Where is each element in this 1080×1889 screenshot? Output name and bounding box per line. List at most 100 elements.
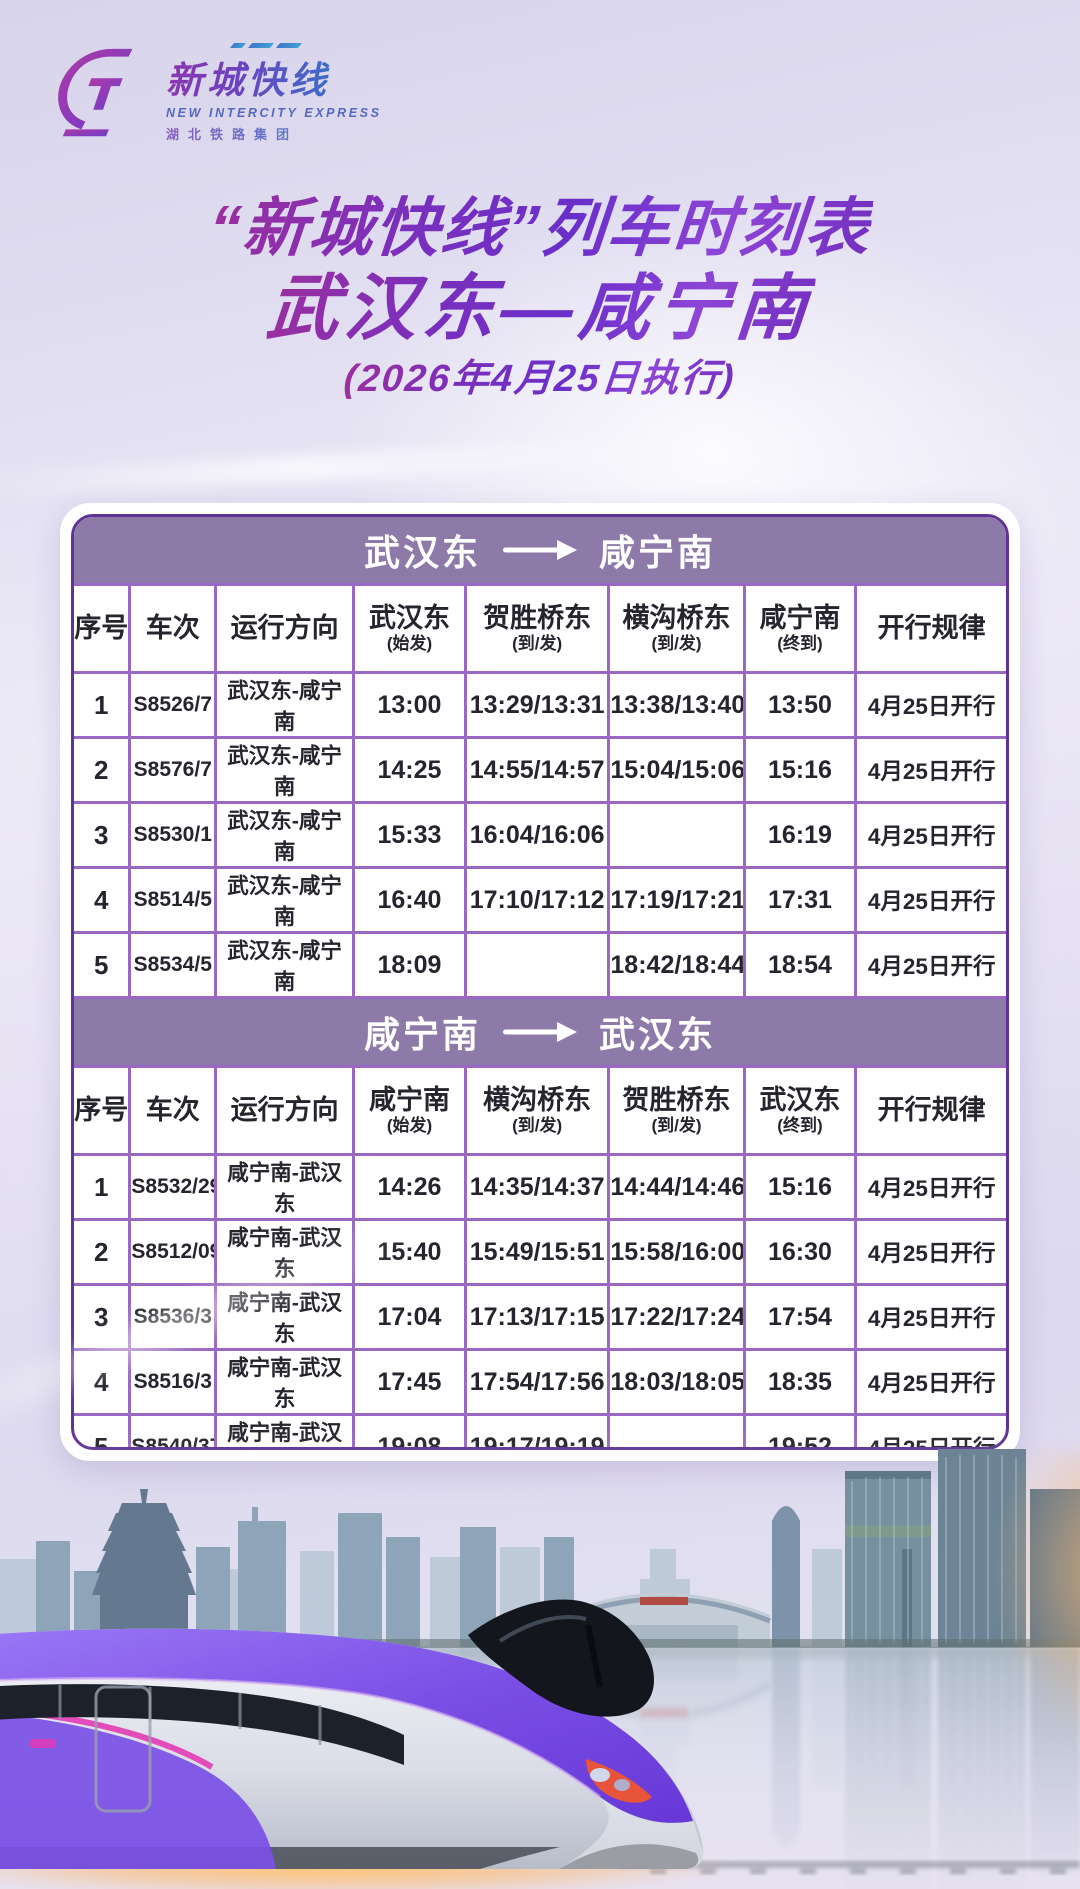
light-flare: [0, 436, 661, 500]
table-header-row: 序号 车次 运行方向 咸宁南 (始发) 横沟桥东 (到/发) 贺胜桥东 (到/发) 武…: [74, 1065, 1006, 1156]
table-cell: 14:35/14:37: [463, 1153, 611, 1221]
section-1-header: 武汉东 咸宁南: [74, 517, 1006, 583]
table-cell: 13:50: [742, 671, 858, 739]
table-cell: S8576/7: [128, 736, 218, 804]
table-cell: 15:40: [352, 1218, 467, 1286]
table-cell: S8526/7: [128, 671, 218, 739]
col-header: 咸宁南 (始发): [352, 1065, 467, 1156]
section-1-to: 咸宁南: [599, 532, 717, 573]
table-cell: 16:04/16:06: [463, 801, 611, 869]
table-cell: S8516/3: [128, 1348, 218, 1416]
table-cell: 14:44/14:46: [607, 1153, 746, 1221]
table-cell: 2: [74, 1218, 132, 1286]
table-cell: 2: [74, 736, 132, 804]
table-cell: 16:40: [352, 866, 467, 934]
logo-g-icon: [58, 48, 133, 137]
table-cell: 5: [74, 931, 132, 999]
route-title: 武汉东—咸宁南: [263, 269, 817, 349]
table-cell: 4月25日开行: [854, 866, 1006, 934]
table-cell: 17:22/17:24: [607, 1283, 746, 1351]
col-header: 横沟桥东 (到/发): [607, 583, 746, 674]
col-header: 咸宁南 (终到): [742, 583, 858, 674]
table-cell: 17:19/17:21: [607, 866, 746, 934]
col-header: 贺胜桥东 (到/发): [463, 583, 611, 674]
table-cell: [463, 931, 611, 999]
table-cell: 16:19: [742, 801, 858, 869]
table-cell: 14:55/14:57: [463, 736, 611, 804]
table-cell: 18:54: [742, 931, 858, 999]
table-cell: 17:04: [352, 1283, 467, 1351]
timetable-border: 武汉东 咸宁南 序号 车次 运行方向 武汉东 (始发) 贺胜桥东 (到/发) 横沟桥…: [71, 514, 1009, 1450]
table-cell: 武汉东-咸宁南: [214, 671, 356, 739]
table-cell: 4月25日开行: [854, 1218, 1006, 1286]
col-header: 横沟桥东 (到/发): [463, 1065, 611, 1156]
col-header: 开行规律: [854, 1065, 1006, 1156]
table-cell: 14:26: [352, 1153, 467, 1221]
arrow-right-icon: [503, 1022, 577, 1042]
col-header: 序号: [74, 1065, 132, 1156]
table-cell: 16:30: [742, 1218, 858, 1286]
table-cell: 3: [74, 801, 132, 869]
section-1-from: 武汉东: [363, 532, 481, 573]
col-header: 运行方向: [214, 1065, 356, 1156]
table-cell: 4月25日开行: [854, 931, 1006, 999]
col-header: 贺胜桥东 (到/发): [607, 1065, 746, 1156]
table-cell: 15:16: [742, 1153, 858, 1221]
section-2-to: 武汉东: [599, 1014, 717, 1055]
table-cell: 18:09: [352, 931, 467, 999]
table-cell: 14:25: [352, 736, 467, 804]
table-cell: 15:33: [352, 801, 467, 869]
col-header: 车次: [128, 583, 218, 674]
table-header-row: 序号 车次 运行方向 武汉东 (始发) 贺胜桥东 (到/发) 横沟桥东 (到/发) 咸…: [74, 583, 1006, 674]
section-2-header: 咸宁南 武汉东: [74, 999, 1006, 1065]
table-cell: 17:31: [742, 866, 858, 934]
poster-title: “新城快线”列车时刻表: [206, 188, 875, 268]
speed-lines-icon: [229, 43, 303, 48]
table-cell: 4月25日开行: [854, 1153, 1006, 1221]
table-cell: 18:35: [742, 1348, 858, 1416]
table-cell: 17:45: [352, 1348, 467, 1416]
table-cell: S8530/1: [128, 801, 218, 869]
title-block: “新城快线”列车时刻表 武汉东—咸宁南 (2026年4月25日执行): [0, 188, 1080, 408]
logo-text: 新城快线 NEW INTERCITY EXPRESS 湖北铁路集团: [166, 43, 382, 143]
col-header: 运行方向: [214, 583, 356, 674]
table-cell: 1: [74, 1153, 132, 1221]
table-cell: S8514/5: [128, 866, 218, 934]
table-row: 4 S8516/3 咸宁南-武汉东 17:45 17:54/17:56 18:0…: [74, 1348, 1006, 1416]
table-cell: S8512/09: [128, 1218, 218, 1286]
col-header: 车次: [128, 1065, 218, 1156]
col-header: 开行规律: [854, 583, 1006, 674]
table-row: 3 S8536/3 咸宁南-武汉东 17:04 17:13/17:15 17:2…: [74, 1283, 1006, 1351]
col-header: 武汉东 (终到): [742, 1065, 858, 1156]
table-cell: 武汉东-咸宁南: [214, 736, 356, 804]
table-cell: 咸宁南-武汉东: [214, 1218, 356, 1286]
table-cell: [607, 801, 746, 869]
table-cell: 17:54/17:56: [463, 1348, 611, 1416]
table-cell: 4: [74, 1348, 132, 1416]
city-train-illustration: [0, 1429, 1080, 1889]
table-cell: 4月25日开行: [854, 801, 1006, 869]
table-row: 1 S8532/29 咸宁南-武汉东 14:26 14:35/14:37 14:…: [74, 1153, 1006, 1221]
table-cell: 咸宁南-武汉东: [214, 1283, 356, 1351]
table-cell: 咸宁南-武汉东: [214, 1153, 356, 1221]
timetable-1: 序号 车次 运行方向 武汉东 (始发) 贺胜桥东 (到/发) 横沟桥东 (到/发) 咸…: [74, 583, 1006, 999]
col-header: 序号: [74, 583, 132, 674]
brand-logo: 新城快线 NEW INTERCITY EXPRESS 湖北铁路集团: [52, 34, 382, 152]
table-row: 5 S8534/5 武汉东-咸宁南 18:09 18:42/18:44 18:5…: [74, 931, 1006, 999]
table-cell: S8532/29: [128, 1153, 218, 1221]
table-row: 4 S8514/5 武汉东-咸宁南 16:40 17:10/17:12 17:1…: [74, 866, 1006, 934]
table-cell: 15:16: [742, 736, 858, 804]
table-cell: 18:42/18:44: [607, 931, 746, 999]
skyline-train-icon: [0, 1429, 1080, 1889]
table-cell: 13:29/13:31: [463, 671, 611, 739]
table-cell: 17:54: [742, 1283, 858, 1351]
table-cell: 4月25日开行: [854, 1283, 1006, 1351]
table-cell: 13:38/13:40: [607, 671, 746, 739]
table-cell: 15:49/15:51: [463, 1218, 611, 1286]
table-row: 1 S8526/7 武汉东-咸宁南 13:00 13:29/13:31 13:3…: [74, 671, 1006, 739]
table-cell: 15:58/16:00: [607, 1218, 746, 1286]
table-cell: 4月25日开行: [854, 736, 1006, 804]
table-cell: 17:13/17:15: [463, 1283, 611, 1351]
table-cell: 4月25日开行: [854, 671, 1006, 739]
